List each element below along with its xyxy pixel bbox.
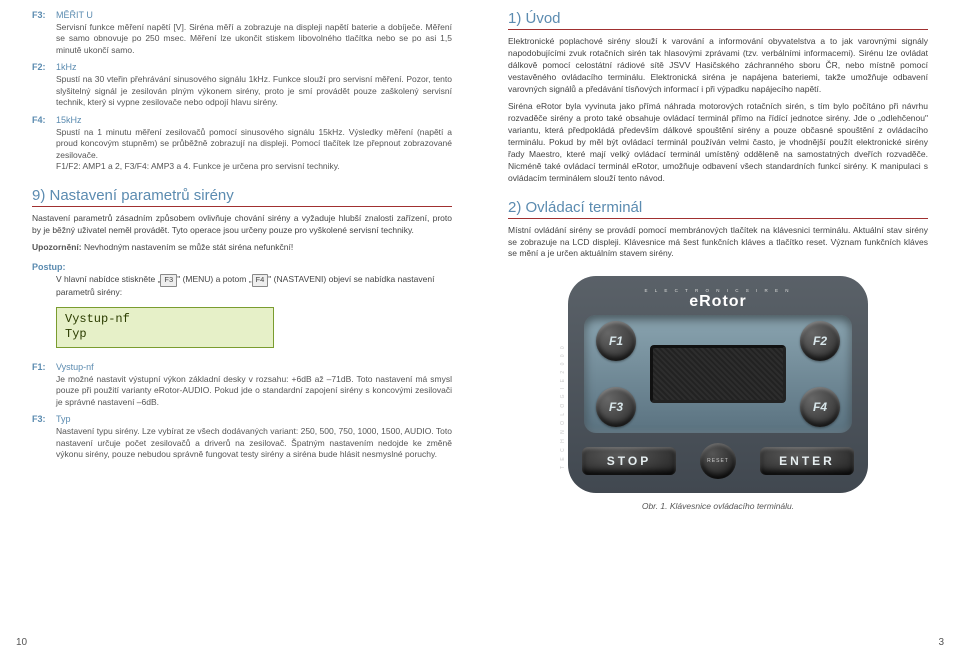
- fn-text: Spustí na 1 minutu měření zesilovačů pom…: [56, 127, 452, 173]
- fn-text: Spustí na 30 vteřin přehrávání sinusovéh…: [56, 74, 452, 108]
- fn-title: 1kHz: [56, 62, 452, 72]
- fn-label: F4:: [32, 115, 56, 173]
- reset-button[interactable]: [700, 443, 736, 479]
- lcd-line2: Typ: [65, 327, 265, 343]
- fn-text: Nastavení typu sirény. Lze vybírat ze vš…: [56, 426, 452, 460]
- inline-fn-f4: F4: [252, 274, 269, 287]
- warn-label: Upozornění:: [32, 242, 82, 252]
- inline-fn-f3: F3: [160, 274, 177, 287]
- page-number-left: 10: [16, 637, 27, 648]
- page-number-right: 3: [938, 637, 944, 648]
- fn-f2-1khz: F2: 1kHz Spustí na 30 vteřin přehrávání …: [32, 62, 452, 108]
- fn-f3-typ: F3: Typ Nastavení typu sirény. Lze vybír…: [32, 414, 452, 460]
- fn-title: Vystup-nf: [56, 362, 452, 372]
- terminal-panel: T E C H N O L O G I E 2 0 0 0 E L E C T …: [568, 276, 868, 493]
- lcd-line1: Vystup-nf: [65, 312, 265, 328]
- section1-para2: Siréna eRotor byla vyvinuta jako přímá n…: [508, 101, 928, 184]
- fn-f4-15khz: F4: 15kHz Spustí na 1 minutu měření zesi…: [32, 115, 452, 173]
- fn-label: F3:: [32, 10, 56, 56]
- section1-title: 1) Úvod: [508, 10, 928, 30]
- lcd-screen: [650, 345, 786, 403]
- f4-button[interactable]: F4: [800, 387, 840, 427]
- section9-para1: Nastavení parametrů zásadním způsobem ov…: [32, 213, 452, 237]
- fn-label: F3:: [32, 414, 56, 460]
- logo-big: eRotor: [582, 293, 854, 311]
- enter-button[interactable]: ENTER: [760, 447, 854, 475]
- lcd-preview: Vystup-nf Typ: [56, 307, 274, 348]
- terminal-bottom-row: STOP ENTER: [582, 443, 854, 479]
- page-right: 1) Úvod Elektronické poplachové sirény s…: [480, 0, 960, 656]
- page-left: F3: MĚŘIT U Servisní funkce měření napět…: [0, 0, 480, 656]
- fn-text: Je možné nastavit výstupní výkon základn…: [56, 374, 452, 408]
- section9-title: 9) Nastavení parametrů sirény: [32, 187, 452, 207]
- postup-label: Postup:: [32, 262, 452, 272]
- fn-title: 15kHz: [56, 115, 452, 125]
- f1-button[interactable]: F1: [596, 321, 636, 361]
- f2-button[interactable]: F2: [800, 321, 840, 361]
- postup-text: V hlavní nabídce stiskněte „F3" (MENU) a…: [56, 274, 452, 298]
- section2-title: 2) Ovládací terminál: [508, 199, 928, 219]
- f3-button[interactable]: F3: [596, 387, 636, 427]
- section1-para1: Elektronické poplachové sirény slouží k …: [508, 36, 928, 95]
- fn-title: MĚŘIT U: [56, 10, 452, 20]
- fn-label: F2:: [32, 62, 56, 108]
- section9-warning: Upozornění: Nevhodným nastavením se může…: [32, 242, 452, 254]
- warn-text: Nevhodným nastavením se může stát siréna…: [82, 242, 294, 252]
- fn-label: F1:: [32, 362, 56, 408]
- fn-text: Servisní funkce měření napětí [V]. Sirén…: [56, 22, 452, 56]
- terminal-figure: T E C H N O L O G I E 2 0 0 0 E L E C T …: [508, 276, 928, 493]
- fn-f3-measure: F3: MĚŘIT U Servisní funkce měření napět…: [32, 10, 452, 56]
- figure-caption: Obr. 1. Klávesnice ovládacího terminálu.: [508, 501, 928, 511]
- terminal-logo: E L E C T R O N I C S I R E N eRotor: [582, 288, 854, 311]
- fn-f1-vystup: F1: Vystup-nf Je možné nastavit výstupní…: [32, 362, 452, 408]
- fn-title: Typ: [56, 414, 452, 424]
- section2-para: Místní ovládání sirény se provádí pomocí…: [508, 225, 928, 261]
- terminal-side-text: T E C H N O L O G I E 2 0 0 0: [560, 345, 566, 470]
- stop-button[interactable]: STOP: [582, 447, 676, 475]
- terminal-lcd-area: F1 F2 F3 F4: [584, 315, 852, 433]
